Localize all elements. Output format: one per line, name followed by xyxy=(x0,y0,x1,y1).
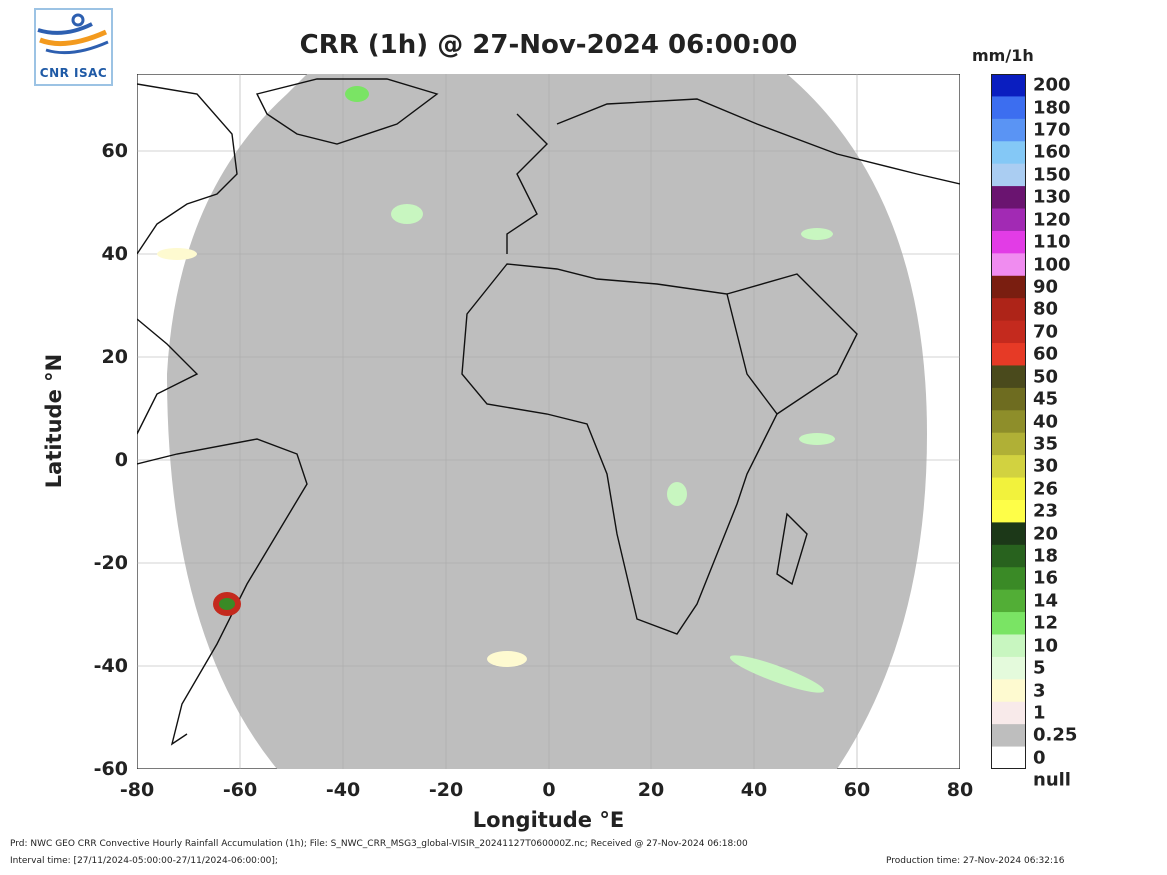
colorbar-swatch xyxy=(991,544,1026,568)
x-tick: 40 xyxy=(740,779,768,801)
logo-swoosh-icon xyxy=(37,13,109,55)
colorbar-label: 0.25 xyxy=(1033,724,1078,746)
colorbar-label: 20 xyxy=(1033,523,1059,545)
colorbar-swatch xyxy=(991,74,1026,97)
y-tick: -20 xyxy=(93,552,128,574)
colorbar-swatch xyxy=(991,275,1026,299)
y-tick: -40 xyxy=(93,655,128,677)
colorbar xyxy=(991,74,1026,770)
y-tick: -60 xyxy=(93,758,128,780)
colorbar-swatch xyxy=(991,724,1026,748)
logo-text: CNR ISAC xyxy=(39,66,108,80)
colorbar-label: 35 xyxy=(1033,433,1059,455)
colorbar-label: 12 xyxy=(1033,612,1059,634)
grid-lines xyxy=(137,74,960,769)
colorbar-label: 100 xyxy=(1033,254,1071,276)
colorbar-label: 110 xyxy=(1033,231,1071,253)
colorbar-label: 200 xyxy=(1033,74,1071,96)
colorbar-swatch xyxy=(991,455,1026,479)
colorbar-swatch xyxy=(991,410,1026,434)
colorbar-label: 5 xyxy=(1033,657,1046,679)
colorbar-swatch xyxy=(991,477,1026,501)
colorbar-label: 90 xyxy=(1033,276,1059,298)
y-tick: 40 xyxy=(101,243,128,265)
cnr-isac-logo: CNR ISAC xyxy=(34,8,113,86)
y-tick: 0 xyxy=(114,449,128,471)
colorbar-swatch xyxy=(991,612,1026,635)
colorbar-label: 3 xyxy=(1033,680,1046,702)
colorbar-swatch xyxy=(991,365,1026,389)
satellite-disk xyxy=(167,74,927,769)
colorbar-swatch xyxy=(991,656,1026,680)
colorbar-swatch xyxy=(991,141,1026,165)
colorbar-label: 14 xyxy=(1033,590,1059,612)
colorbar-label: 1 xyxy=(1033,702,1046,724)
colorbar-label: 23 xyxy=(1033,500,1059,522)
colorbar-swatch xyxy=(991,298,1026,322)
colorbar-swatch xyxy=(991,186,1026,210)
colorbar-swatch xyxy=(991,387,1026,411)
colorbar-label: 18 xyxy=(1033,545,1059,567)
colorbar-swatch xyxy=(991,679,1026,703)
colorbar-swatch xyxy=(991,634,1026,658)
y-tick: 20 xyxy=(101,346,128,368)
colorbar-label: 0 xyxy=(1033,747,1046,769)
x-tick: 60 xyxy=(843,779,871,801)
footer-production-time: Production time: 27-Nov-2024 06:32:16 xyxy=(886,856,1065,866)
colorbar-swatch xyxy=(991,230,1026,254)
x-axis-label: Longitude °E xyxy=(472,808,625,832)
colorbar-label: 170 xyxy=(1033,119,1071,141)
colorbar-label: 45 xyxy=(1033,388,1059,410)
colorbar-label: 180 xyxy=(1033,97,1071,119)
y-axis-label: Latitude °N xyxy=(42,353,66,489)
footer-product-info: Prd: NWC GEO CRR Convective Hourly Rainf… xyxy=(10,839,748,849)
colorbar-swatch xyxy=(991,208,1026,232)
colorbar-label: 40 xyxy=(1033,411,1059,432)
colorbar-label: 130 xyxy=(1033,186,1071,208)
rain-patches xyxy=(157,86,835,693)
y-tick: 60 xyxy=(101,140,128,162)
colorbar-label: 120 xyxy=(1033,209,1071,231)
colorbar-label: 60 xyxy=(1033,343,1059,365)
map-svg xyxy=(136,73,961,770)
colorbar-swatch xyxy=(991,96,1026,120)
colorbar-swatch xyxy=(991,320,1026,344)
colorbar-label: 16 xyxy=(1033,567,1059,589)
colorbar-swatch xyxy=(991,567,1026,591)
colorbar-border xyxy=(991,74,1026,769)
x-tick: 20 xyxy=(637,779,665,801)
colorbar-label: 50 xyxy=(1033,366,1059,388)
colorbar-label: 30 xyxy=(1033,455,1059,477)
legend-units: mm/1h xyxy=(972,46,1034,65)
colorbar-swatch xyxy=(991,746,1026,770)
colorbar-label: 10 xyxy=(1033,635,1059,657)
colorbar-label: 160 xyxy=(1033,141,1071,163)
x-tick: 0 xyxy=(542,779,556,801)
colorbar-label: 150 xyxy=(1033,164,1071,186)
colorbar-label: 70 xyxy=(1033,321,1059,343)
map-area xyxy=(136,73,961,770)
footer-interval: Interval time: [27/11/2024-05:00:00-27/1… xyxy=(10,856,278,866)
x-tick: 80 xyxy=(946,779,974,801)
x-tick: -40 xyxy=(325,779,361,801)
colorbar-swatch xyxy=(991,118,1026,142)
colorbar-swatch xyxy=(991,253,1026,277)
x-tick: -80 xyxy=(119,779,155,801)
map-title: CRR (1h) @ 27-Nov-2024 06:00:00 xyxy=(299,30,798,60)
colorbar-swatch xyxy=(991,589,1026,613)
colorbar-swatch xyxy=(991,522,1026,546)
x-tick: -60 xyxy=(222,779,258,801)
colorbar-swatch xyxy=(991,163,1026,187)
colorbar-swatch xyxy=(991,432,1026,456)
coastlines xyxy=(136,78,961,746)
colorbar-swatch xyxy=(991,343,1026,366)
colorbar-label: 80 xyxy=(1033,298,1059,320)
colorbar-swatch xyxy=(991,701,1026,725)
colorbar-label: null xyxy=(1033,769,1071,791)
colorbar-swatch xyxy=(991,499,1026,523)
x-tick: -20 xyxy=(428,779,464,801)
colorbar-svg xyxy=(991,74,1026,770)
colorbar-label: 26 xyxy=(1033,478,1059,500)
